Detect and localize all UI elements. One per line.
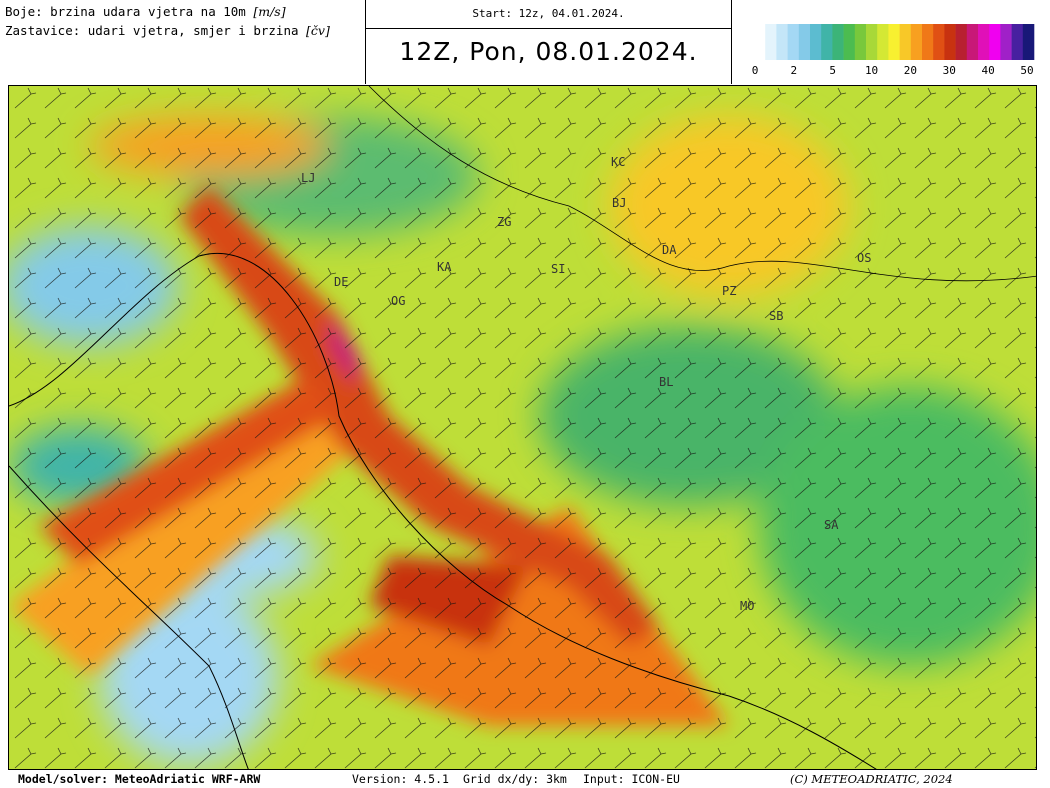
place-label: MO <box>740 599 754 613</box>
legend-line: Zastavice: udari vjetra, smjer i brzina … <box>5 21 361 40</box>
version: Version: 4.5.1 <box>352 772 449 786</box>
color-swatch <box>787 24 800 60</box>
color-swatch <box>821 24 833 60</box>
color-swatch <box>899 24 912 60</box>
place-label: SB <box>769 309 783 323</box>
colorbar-label: 0 <box>752 64 759 77</box>
colorbar-label: 50 <box>1020 64 1033 77</box>
place-label: KA <box>437 260 452 274</box>
colorbar-label: 10 <box>865 64 878 77</box>
color-swatch <box>989 24 1001 60</box>
legend-text: Boje: brzina udara vjetra na 10m [m/s] Z… <box>0 0 366 84</box>
place-label: LJ <box>301 171 315 185</box>
input: Input: ICON-EU <box>583 772 680 786</box>
color-swatch <box>754 24 766 60</box>
color-swatch <box>776 24 788 60</box>
legend-text: Boje: brzina udara vjetra na 10m <box>5 4 246 19</box>
color-swatch <box>978 24 990 60</box>
place-label: DE <box>334 275 348 289</box>
colorbar-label: 20 <box>904 64 917 77</box>
color-swatch <box>1022 24 1035 60</box>
grid: Grid dx/dy: 3km <box>463 772 567 786</box>
color-swatch <box>877 24 889 60</box>
place-label: SI <box>551 262 565 276</box>
place-label: ZG <box>497 215 511 229</box>
color-swatch <box>866 24 878 60</box>
place-label: KC <box>611 155 625 169</box>
place-label: PZ <box>722 284 736 298</box>
place-label: BJ <box>612 196 626 210</box>
legend-text: Zastavice: udari vjetra, smjer i brzina <box>5 23 299 38</box>
title-box: Start: 12z, 04.01.2024. 12Z, Pon, 08.01.… <box>365 0 732 84</box>
color-swatch <box>1000 24 1012 60</box>
color-swatch <box>810 24 822 60</box>
color-swatch <box>944 24 956 60</box>
colorbar-label: 40 <box>982 64 995 77</box>
color-swatch <box>843 24 856 60</box>
color-swatch <box>854 24 867 60</box>
model: Model/solver: MeteoAdriatic WRF-ARW <box>18 772 261 786</box>
place-label: SA <box>824 518 839 532</box>
unit: [m/s] <box>253 4 286 19</box>
color-swatch <box>922 24 934 60</box>
legend-line: Boje: brzina udara vjetra na 10m [m/s] <box>5 2 361 21</box>
map: LJ ZG KC BJ DA KA SI OS PZ SB DE OG BL SA MO <box>8 85 1037 770</box>
color-swatch <box>798 24 811 60</box>
place-label: OG <box>391 294 405 308</box>
unit: [čv] <box>306 23 330 38</box>
color-swatch <box>765 24 777 60</box>
color-swatch <box>888 24 900 60</box>
start-time: Start: 12z, 04.01.2024. <box>366 0 731 29</box>
color-swatch <box>1011 24 1024 60</box>
valid-time: 12Z, Pon, 08.01.2024. <box>399 37 698 66</box>
color-swatch <box>910 24 923 60</box>
place-label: DA <box>662 243 677 257</box>
color-swatch <box>832 24 844 60</box>
colorbar: 0 2 5 10 20 30 40 50 <box>752 24 1035 77</box>
place-label: BL <box>659 375 673 389</box>
copyright: (C) METEOADRIATIC, 2024 <box>790 772 953 786</box>
place-label: OS <box>857 251 871 265</box>
colorbar-label: 5 <box>829 64 836 77</box>
wind-gust-field: LJ ZG KC BJ DA KA SI OS PZ SB DE OG BL SA MO <box>9 86 1036 769</box>
color-swatch <box>966 24 979 60</box>
colorbar-label: 2 <box>791 64 798 77</box>
colorbar-label: 30 <box>943 64 956 77</box>
color-swatch <box>955 24 968 60</box>
color-swatch <box>933 24 945 60</box>
footer: Model/solver: MeteoAdriatic WRF-ARW Vers… <box>0 770 1050 788</box>
